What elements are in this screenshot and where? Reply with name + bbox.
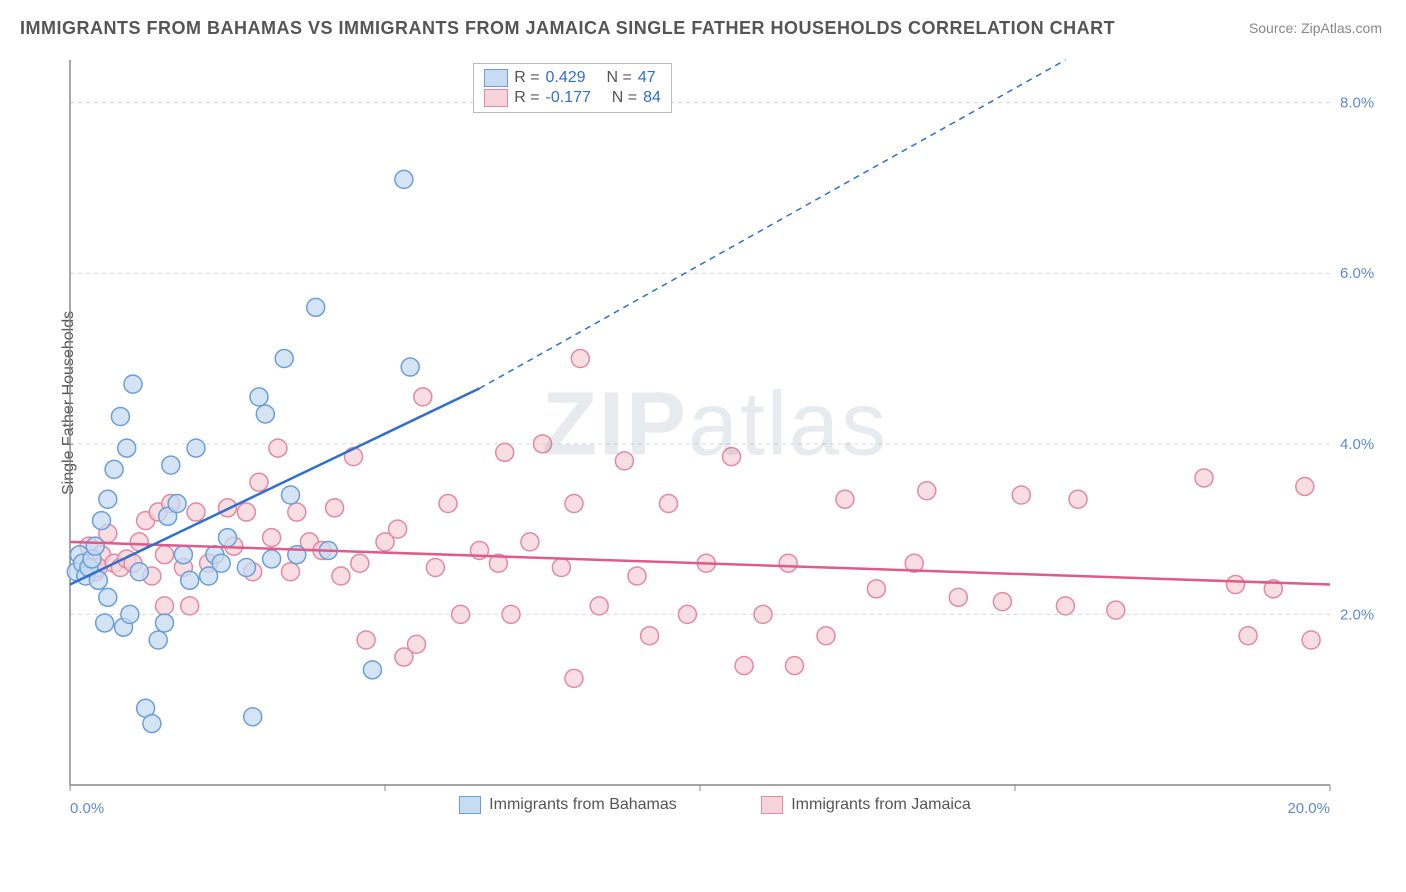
r-label: R = [514, 89, 539, 107]
n-label: N = [606, 69, 631, 87]
legend-item-jamaica: Immigrants from Jamaica [761, 796, 971, 814]
legend-swatch-bahamas [459, 796, 481, 814]
svg-text:8.0%: 8.0% [1340, 95, 1374, 112]
legend-swatch-bahamas [484, 69, 508, 87]
chart-title: IMMIGRANTS FROM BAHAMAS VS IMMIGRANTS FR… [20, 18, 1115, 39]
scatter-plot: 2.0%4.0%6.0%8.0%0.0%20.0% [50, 55, 1380, 825]
n-value-jamaica: 84 [643, 89, 661, 107]
chart-area: Single Father Households 2.0%4.0%6.0%8.0… [50, 55, 1380, 825]
r-value-jamaica: -0.177 [546, 89, 591, 107]
r-label: R = [514, 69, 539, 87]
series-legend: Immigrants from Bahamas Immigrants from … [50, 796, 1380, 819]
legend-item-bahamas: Immigrants from Bahamas [459, 796, 677, 814]
legend-row-jamaica: R = -0.177 N = 84 [484, 88, 661, 108]
legend-swatch-jamaica [761, 796, 783, 814]
series-name-bahamas: Immigrants from Bahamas [489, 796, 677, 814]
legend-swatch-jamaica [484, 89, 508, 107]
n-label: N = [612, 89, 637, 107]
correlation-legend: R = 0.429 N = 47 R = -0.177 N = 84 [473, 63, 672, 113]
svg-text:2.0%: 2.0% [1340, 606, 1374, 623]
svg-text:4.0%: 4.0% [1340, 436, 1374, 453]
source-label: Source: ZipAtlas.com [1249, 20, 1382, 36]
svg-text:6.0%: 6.0% [1340, 265, 1374, 282]
legend-row-bahamas: R = 0.429 N = 47 [484, 68, 661, 88]
n-value-bahamas: 47 [638, 69, 656, 87]
r-value-bahamas: 0.429 [546, 69, 586, 87]
series-name-jamaica: Immigrants from Jamaica [791, 796, 971, 814]
